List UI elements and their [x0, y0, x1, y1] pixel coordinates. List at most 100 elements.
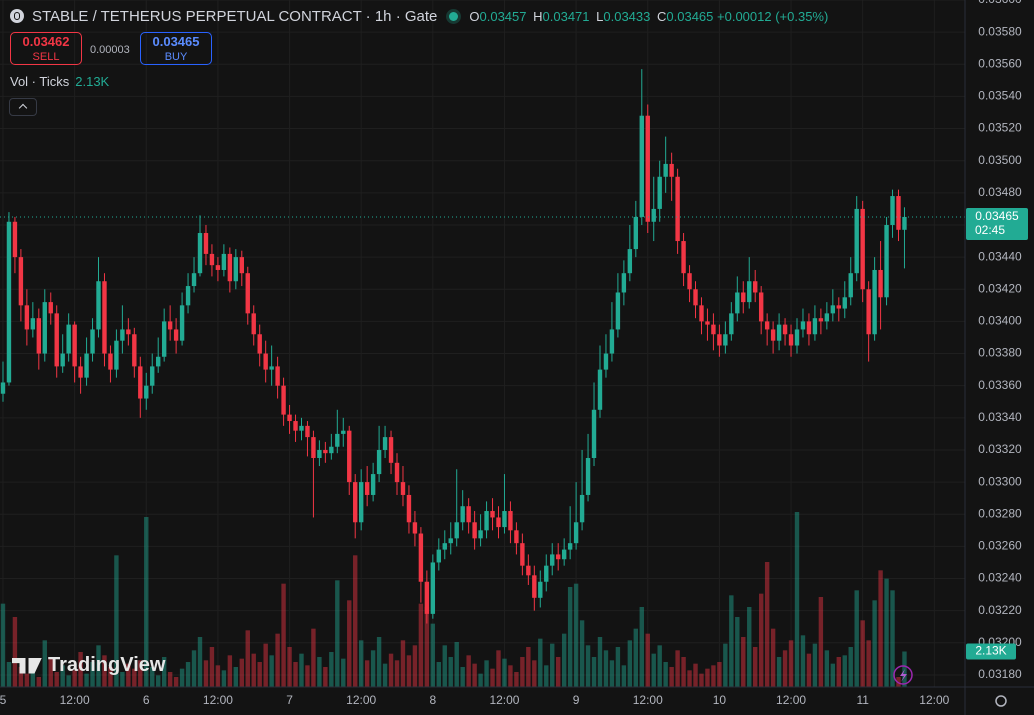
ohlc-label: H [533, 8, 543, 24]
y-tick-label: 0.03580 [978, 24, 1022, 38]
candle-body [878, 269, 883, 298]
brand-name: TradingView [48, 654, 166, 676]
volume-bar [478, 673, 483, 687]
volume-bar [484, 660, 489, 687]
volume-bar [735, 617, 740, 687]
volume-bar [669, 667, 674, 687]
candle-body [884, 224, 889, 298]
candle-body [376, 449, 382, 475]
candle-body [866, 289, 871, 335]
candle-body [824, 313, 830, 322]
volume-bar [138, 660, 143, 687]
candle-body [615, 292, 621, 330]
volume-bar [532, 660, 537, 687]
x-tick-label: 12:00 [203, 693, 233, 707]
candle-body [412, 522, 418, 534]
volume-bar [84, 673, 89, 687]
volume-bar [460, 667, 465, 687]
x-tick-label: 12:00 [60, 693, 90, 707]
volume-bar [723, 643, 728, 687]
volume-bar [60, 665, 65, 687]
volume-bar [502, 658, 507, 687]
volume-bar [370, 650, 376, 687]
x-tick-label: 12:00 [346, 693, 376, 707]
volume-bar [902, 651, 907, 687]
candle-body [472, 522, 477, 539]
volume-bar [490, 668, 495, 687]
volume-bar [496, 650, 501, 687]
volume-bar [18, 667, 24, 687]
volume-bar [806, 653, 812, 687]
collapse-button[interactable] [9, 98, 37, 116]
candle-body [221, 253, 227, 270]
candle-body [239, 257, 244, 274]
volume-bar [687, 670, 692, 687]
volume-bar [585, 645, 591, 687]
candle-body [597, 369, 603, 410]
volume-bar [448, 657, 453, 687]
candle-body [120, 329, 125, 341]
volume-bar [633, 628, 639, 687]
candle-body [621, 273, 627, 293]
candle-body [299, 425, 304, 431]
candle-body [317, 449, 322, 458]
candle-body [550, 554, 555, 566]
symbol-title: STABLE / TETHERUS PERPETUAL CONTRACT · 1… [32, 7, 438, 25]
candle-body [48, 302, 53, 314]
candle-body [430, 562, 436, 614]
volume-bar [317, 657, 322, 687]
candle-body [66, 324, 71, 354]
candle-body [358, 482, 364, 523]
volume-bar [884, 578, 889, 687]
candle-body [496, 517, 501, 528]
candle-body [609, 329, 615, 354]
volume-bar [173, 677, 179, 687]
candle-body [711, 324, 716, 335]
candle-body [233, 257, 239, 282]
volume-bar [90, 662, 95, 687]
candle-body [460, 506, 465, 523]
volume-bar [30, 670, 36, 687]
y-tick-label: 0.03340 [978, 410, 1022, 424]
candle-body [96, 281, 101, 330]
candle-body [705, 321, 710, 325]
volume-bar [323, 667, 328, 687]
volume-bar [257, 662, 262, 687]
volume-bar [848, 647, 853, 687]
sell-label: SELL [32, 51, 60, 63]
x-tick-label: 9 [573, 693, 580, 707]
candle-body [227, 253, 233, 282]
candle-body [418, 533, 424, 582]
volume-bar [221, 670, 227, 687]
volume-bar [436, 662, 441, 687]
volume-bar [878, 570, 883, 687]
settings-icon[interactable] [995, 695, 1007, 707]
volume-bar [126, 663, 131, 687]
buy-button[interactable]: 0.03465 BUY [140, 32, 212, 65]
candle-body [84, 353, 89, 378]
candle-body [329, 446, 334, 454]
candle-body [341, 430, 346, 434]
volume-bar [150, 667, 155, 687]
volume-bar [311, 628, 316, 687]
candle-body [156, 356, 161, 367]
volume-bar [72, 670, 77, 687]
last-price-label: 0.03465 [975, 209, 1019, 223]
volume-bar [185, 662, 191, 687]
volume-pane [0, 512, 907, 687]
y-tick-label: 0.03220 [978, 603, 1022, 617]
volume-legend: Vol · Ticks 2.13K [10, 74, 109, 89]
volume-bar [108, 667, 113, 687]
alert-icon[interactable] [893, 665, 913, 685]
volume-bar [418, 603, 424, 687]
candle-body [36, 318, 42, 354]
volume-bar [764, 562, 770, 687]
sell-button[interactable]: 0.03462 SELL [10, 32, 82, 65]
candle-body [663, 163, 668, 177]
x-tick-label: 12:00 [919, 693, 949, 707]
volume-bar [603, 650, 609, 687]
y-tick-label: 0.03500 [978, 153, 1022, 167]
candle-body [72, 324, 77, 367]
